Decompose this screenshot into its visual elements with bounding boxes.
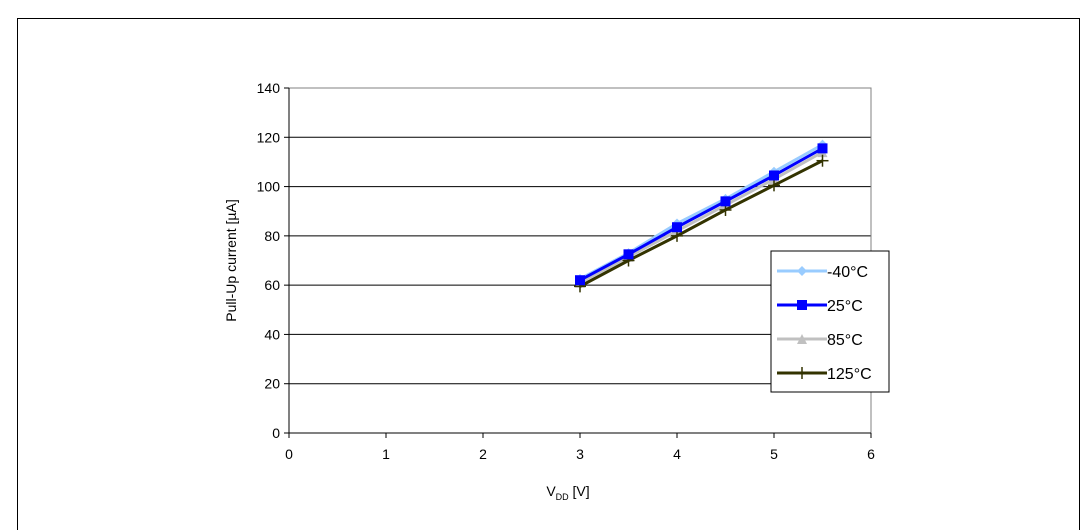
legend-box — [770, 250, 890, 393]
legend-item: -40°C — [777, 264, 868, 281]
y-axis: 0 20 40 60 80 100 120 140 — [257, 80, 290, 441]
data-point — [817, 143, 828, 154]
x-tick-label: 5 — [770, 446, 778, 462]
y-tick-label: 0 — [272, 425, 280, 441]
x-tick-label: 0 — [285, 446, 293, 462]
y-tick-label: 60 — [264, 277, 280, 293]
data-point — [797, 266, 807, 276]
legend-item: 85°C — [777, 332, 863, 349]
legend-item: 25°C — [777, 298, 863, 315]
data-point — [720, 196, 731, 207]
y-tick-label: 20 — [264, 376, 280, 392]
x-axis: 0 1 2 3 4 5 6 — [285, 432, 875, 462]
x-tick-label: 2 — [479, 446, 487, 462]
data-point — [575, 275, 585, 286]
data-point — [769, 170, 779, 181]
x-axis-label-sub: DD — [556, 492, 569, 502]
x-axis-label: VDD [V] — [546, 483, 589, 502]
data-point — [768, 179, 780, 192]
legend-label: 125°C — [827, 366, 872, 383]
x-tick-label: 6 — [867, 446, 875, 462]
x-axis-label-unit: [V] — [569, 483, 590, 499]
x-tick-label: 3 — [576, 446, 584, 462]
data-point — [623, 249, 634, 260]
y-tick-label: 120 — [257, 129, 281, 145]
legend-label: 25°C — [827, 298, 863, 315]
legend-label: 85°C — [827, 332, 863, 349]
y-tick-label: 80 — [264, 228, 280, 244]
series-line — [579, 159, 824, 288]
series-group — [574, 139, 829, 293]
y-tick-label: 140 — [257, 80, 281, 96]
data-point — [816, 154, 829, 167]
legend: -40°C 25°C 85°C 125°C — [770, 250, 890, 393]
x-tick-label: 1 — [382, 446, 390, 462]
legend-item: 125°C — [777, 366, 872, 383]
x-tick-label: 4 — [673, 446, 681, 462]
y-tick-label: 40 — [264, 326, 280, 342]
data-point — [797, 334, 807, 344]
data-point — [672, 222, 682, 233]
data-point — [796, 367, 808, 379]
chart-frame — [17, 18, 1080, 530]
gridlines — [289, 136, 871, 385]
series-line — [579, 147, 824, 282]
series-1 — [575, 143, 828, 286]
data-point — [797, 300, 807, 310]
x-axis-label-main: V — [546, 483, 556, 499]
legend-label: -40°C — [827, 264, 868, 281]
y-tick-label: 100 — [257, 179, 281, 195]
series-line — [579, 150, 824, 285]
y-axis-label: Pull-Up current [µA] — [223, 199, 239, 321]
